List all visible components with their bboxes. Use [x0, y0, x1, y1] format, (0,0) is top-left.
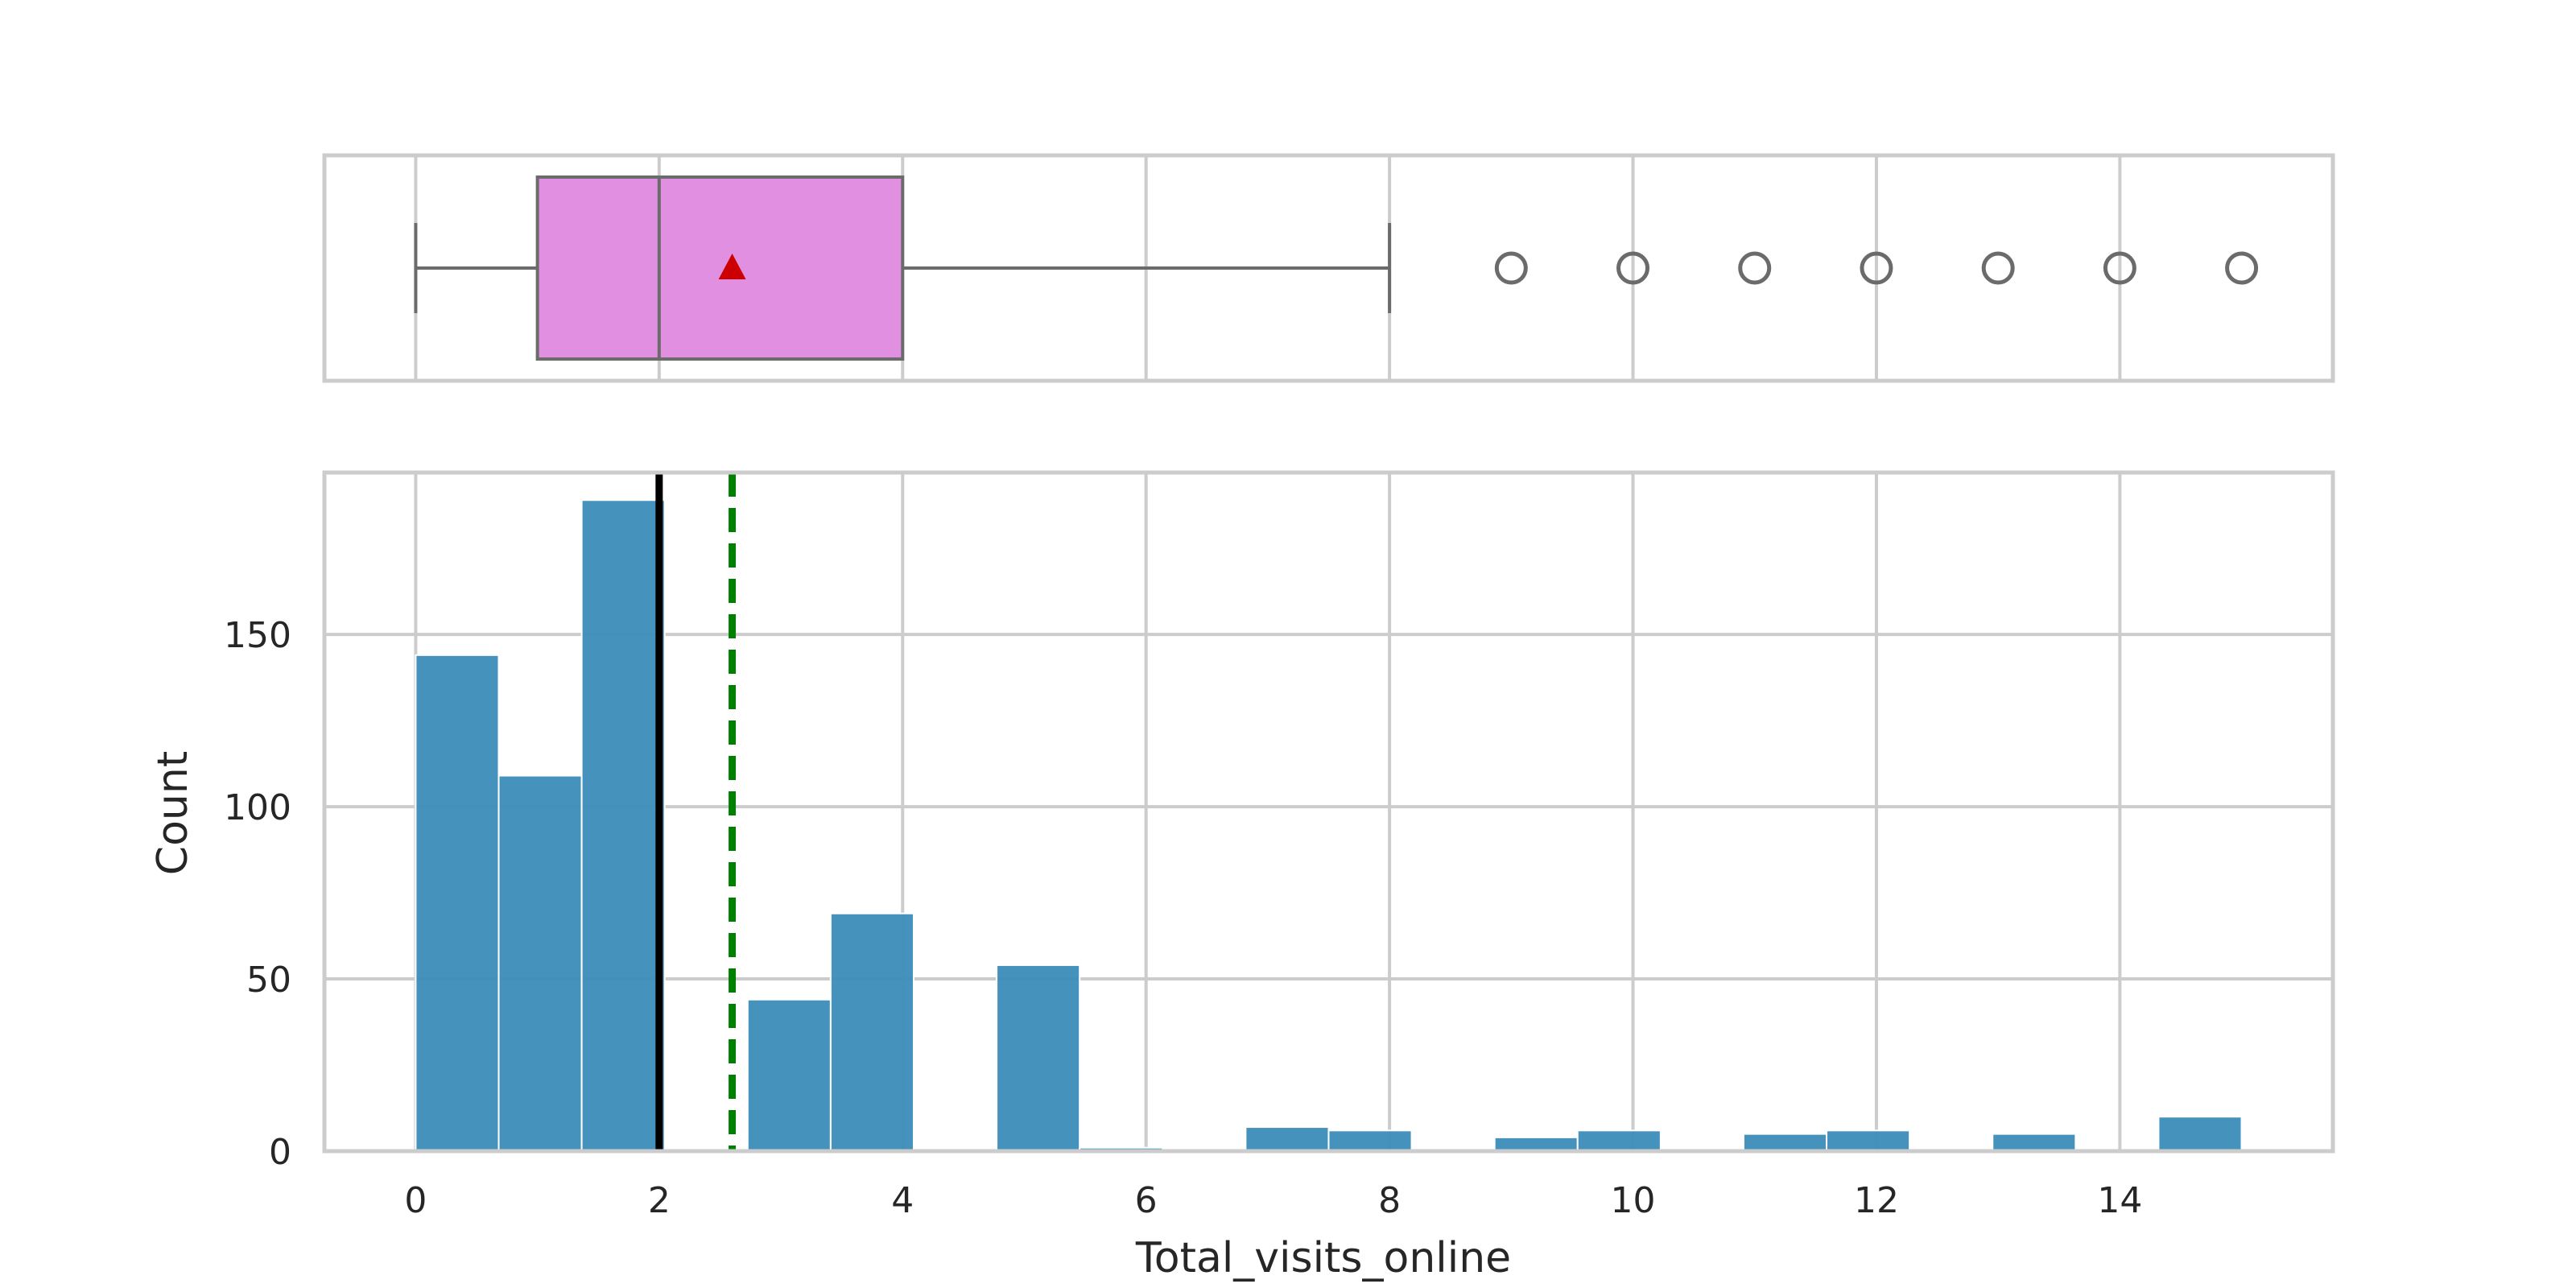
y-tick-label-3: 150	[224, 615, 291, 656]
histogram-bar-11	[1327, 1129, 1413, 1152]
x-tick-label-6: 12	[1854, 1180, 1899, 1221]
histogram-bar-19	[1992, 1133, 2077, 1152]
outlier-point-5	[2103, 251, 2136, 285]
x-tick-label-2: 4	[891, 1180, 914, 1221]
x-tick-label-0: 0	[404, 1180, 427, 1221]
histogram-bar-14	[1576, 1129, 1662, 1152]
histogram-bar-21	[2157, 1116, 2243, 1153]
histogram-bar-5	[829, 912, 914, 1153]
box-panel-frame	[322, 153, 2335, 383]
histogram-bar-16	[1742, 1133, 1828, 1152]
histogram-bar-0	[415, 654, 500, 1152]
y-tick-label-0: 0	[269, 1132, 291, 1173]
histogram-bar-2	[580, 499, 666, 1152]
x-tick-label-4: 8	[1378, 1180, 1401, 1221]
outlier-point-1	[1616, 251, 1650, 285]
histogram-bar-13	[1493, 1136, 1579, 1153]
histogram-bar-17	[1826, 1129, 1911, 1152]
x-tick-label-1: 2	[648, 1180, 671, 1221]
x-tick-label-7: 14	[2097, 1180, 2142, 1221]
x-axis-label: Total_visits_online	[1135, 1234, 1511, 1282]
histogram-bar-4	[746, 998, 832, 1152]
mean-marker	[718, 254, 746, 279]
outlier-point-2	[1738, 251, 1772, 285]
hist-panel-frame	[322, 470, 2335, 1154]
x-tick-label-5: 10	[1611, 1180, 1656, 1221]
boxplot-panel	[322, 153, 2335, 383]
y-tick-labels: 0 50 100 150	[224, 615, 291, 1173]
histogram-bar-10	[1245, 1126, 1330, 1152]
outlier-point-0	[1494, 251, 1528, 285]
y-axis-label: Count	[149, 751, 197, 875]
outlier-point-3	[1860, 251, 1893, 285]
histogram-bar-7	[996, 964, 1081, 1152]
outlier-point-6	[2225, 251, 2259, 285]
iqr-box	[535, 175, 905, 361]
outlier-point-4	[1981, 251, 2015, 285]
histogram-bar-1	[497, 774, 583, 1152]
y-tick-label-1: 50	[246, 960, 291, 1001]
y-tick-label-2: 100	[224, 787, 291, 828]
x-tick-label-3: 6	[1135, 1180, 1158, 1221]
histogram-panel	[322, 470, 2335, 1154]
x-tick-labels: 0 2 4 6 8 10 12 14	[404, 1180, 2142, 1221]
